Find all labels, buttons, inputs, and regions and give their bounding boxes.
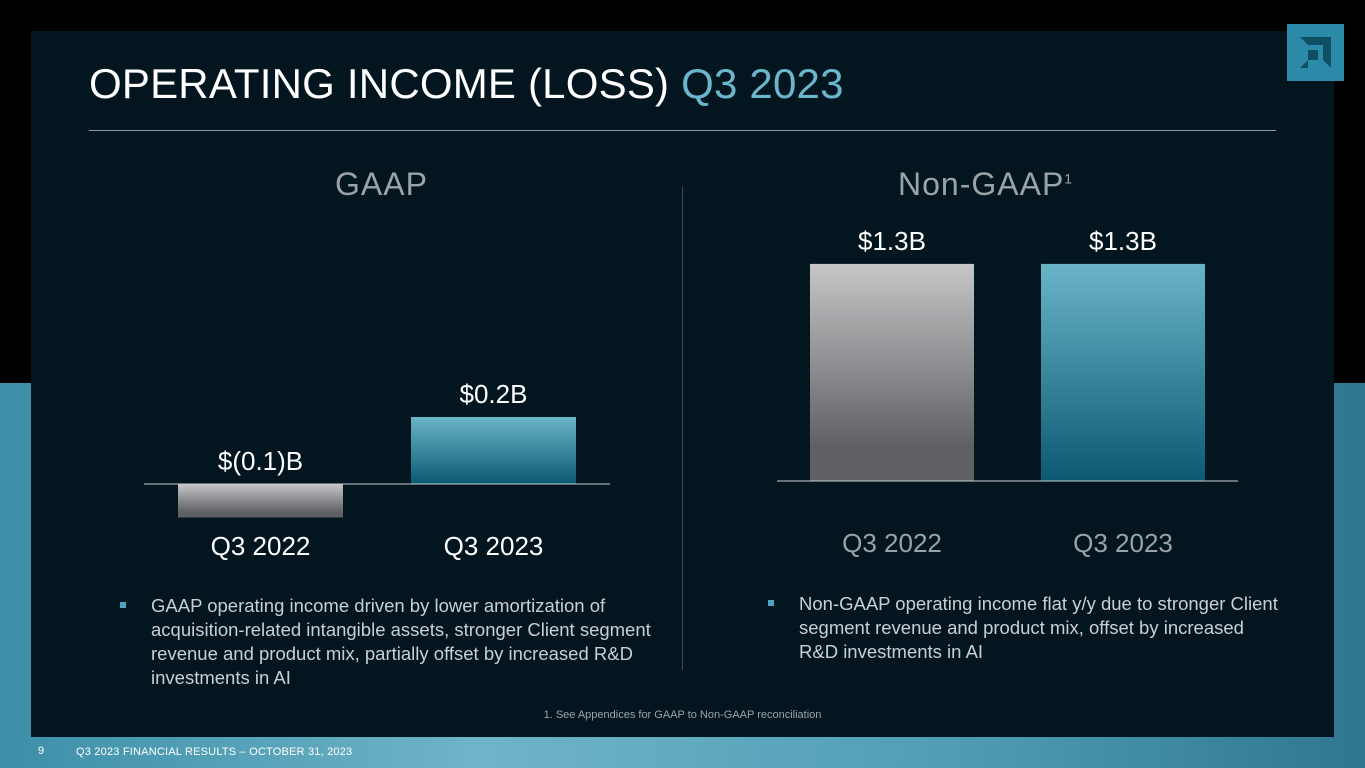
footer-text: Q3 2023 FINANCIAL RESULTS – OCTOBER 31, …	[76, 746, 353, 758]
title-accent: Q3 2023	[681, 60, 844, 107]
amd-arrow-logo-icon	[1287, 24, 1344, 81]
nongaap-category-label: Q3 2022	[842, 528, 942, 558]
nongaap-bar-q3-2023	[1041, 263, 1205, 481]
nongaap-bar-q3-2022	[810, 263, 974, 481]
nongaap-bullet: Non-GAAP operating income flat y/y due t…	[768, 592, 1279, 664]
nongaap-value-label: $1.3B	[858, 226, 926, 256]
bullet-square-icon	[768, 600, 774, 606]
bullet-square-icon	[120, 602, 126, 608]
section-divider	[682, 187, 683, 670]
gaap-category-label: Q3 2023	[444, 531, 544, 561]
gaap-bar-q3-2022	[178, 484, 343, 518]
page-number: 9	[38, 745, 45, 757]
nongaap-value-label: $1.3B	[1089, 226, 1157, 256]
nongaap-category-label: Q3 2023	[1073, 528, 1173, 558]
nongaap-bullet-text: Non-GAAP operating income flat y/y due t…	[799, 593, 1278, 662]
nongaap-heading-text: Non-GAAP	[898, 166, 1065, 202]
nongaap-footnote-marker: 1	[1064, 170, 1073, 187]
gaap-heading: GAAP	[335, 166, 428, 202]
gaap-value-label: $(0.1)B	[218, 446, 303, 476]
page-title: OPERATING INCOME (LOSS) Q3 2023	[89, 60, 844, 108]
gaap-bullet-text: GAAP operating income driven by lower am…	[151, 595, 651, 688]
title-main: OPERATING INCOME (LOSS)	[89, 60, 670, 107]
gaap-bar-q3-2023	[411, 417, 576, 484]
gaap-category-label: Q3 2022	[211, 531, 311, 561]
footnote: 1. See Appendices for GAAP to Non-GAAP r…	[543, 709, 822, 721]
title-rule	[89, 130, 1276, 131]
gaap-value-label: $0.2B	[460, 379, 528, 409]
gaap-bullet: GAAP operating income driven by lower am…	[120, 594, 651, 690]
nongaap-heading: Non-GAAP1	[898, 166, 1072, 203]
